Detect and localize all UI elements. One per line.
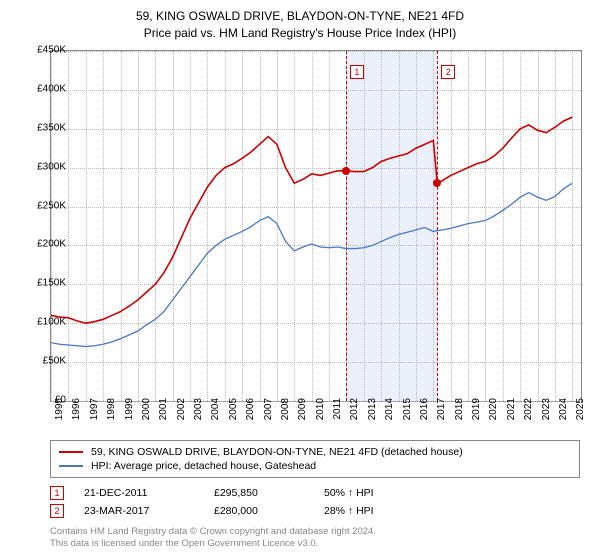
xtick-label: 1995 bbox=[54, 398, 65, 438]
event-price: £295,850 bbox=[214, 487, 324, 499]
xtick-label: 2010 bbox=[315, 398, 326, 438]
plot-area: 12 bbox=[50, 50, 582, 402]
xtick-label: 1999 bbox=[124, 398, 135, 438]
line-layer bbox=[51, 51, 581, 401]
legend-row: 59, KING OSWALD DRIVE, BLAYDON-ON-TYNE, … bbox=[59, 445, 571, 459]
event-date: 21-DEC-2011 bbox=[84, 487, 214, 499]
event-price: £280,000 bbox=[214, 505, 324, 517]
xtick-label: 1998 bbox=[106, 398, 117, 438]
ytick-label: £150K bbox=[18, 278, 66, 289]
chart-title: 59, KING OSWALD DRIVE, BLAYDON-ON-TYNE, … bbox=[0, 0, 600, 42]
event-marker-box: 2 bbox=[441, 65, 455, 79]
legend: 59, KING OSWALD DRIVE, BLAYDON-ON-TYNE, … bbox=[50, 440, 580, 478]
xtick-label: 2021 bbox=[506, 398, 517, 438]
ytick-label: £200K bbox=[18, 239, 66, 250]
xtick-label: 2008 bbox=[280, 398, 291, 438]
legend-label-property: 59, KING OSWALD DRIVE, BLAYDON-ON-TYNE, … bbox=[91, 446, 463, 458]
ytick-label: £300K bbox=[18, 161, 66, 172]
xtick-label: 1996 bbox=[71, 398, 82, 438]
footer-line-1: Contains HM Land Registry data © Crown c… bbox=[50, 526, 580, 538]
event-marker-2: 2 bbox=[50, 504, 64, 518]
ytick-label: £250K bbox=[18, 200, 66, 211]
xtick-label: 2005 bbox=[228, 398, 239, 438]
legend-swatch-property bbox=[59, 451, 83, 453]
footer: Contains HM Land Registry data © Crown c… bbox=[50, 526, 580, 551]
xtick-label: 2024 bbox=[558, 398, 569, 438]
xtick-label: 1997 bbox=[89, 398, 100, 438]
xtick-label: 2019 bbox=[471, 398, 482, 438]
ytick-label: £100K bbox=[18, 317, 66, 328]
xtick-label: 2009 bbox=[297, 398, 308, 438]
xtick-label: 2001 bbox=[158, 398, 169, 438]
xtick-label: 2013 bbox=[367, 398, 378, 438]
xtick-label: 2012 bbox=[349, 398, 360, 438]
xtick-label: 2003 bbox=[193, 398, 204, 438]
event-row: 2 23-MAR-2017 £280,000 28% ↑ HPI bbox=[50, 502, 580, 520]
ytick-label: £350K bbox=[18, 122, 66, 133]
xtick-label: 2023 bbox=[541, 398, 552, 438]
xtick-label: 2000 bbox=[141, 398, 152, 438]
title-line-2: Price paid vs. HM Land Registry's House … bbox=[0, 25, 600, 42]
ytick-label: £450K bbox=[18, 45, 66, 56]
event-marker-box: 1 bbox=[350, 65, 364, 79]
event-pct: 28% ↑ HPI bbox=[324, 505, 444, 517]
legend-row: HPI: Average price, detached house, Gate… bbox=[59, 459, 571, 473]
xtick-label: 2014 bbox=[384, 398, 395, 438]
series-hpi bbox=[51, 183, 572, 346]
xtick-label: 2002 bbox=[176, 398, 187, 438]
legend-label-hpi: HPI: Average price, detached house, Gate… bbox=[91, 460, 316, 472]
event-row: 1 21-DEC-2011 £295,850 50% ↑ HPI bbox=[50, 484, 580, 502]
event-dot bbox=[433, 179, 441, 187]
ytick-label: £50K bbox=[18, 356, 66, 367]
event-list: 1 21-DEC-2011 £295,850 50% ↑ HPI 2 23-MA… bbox=[50, 484, 580, 520]
xtick-label: 2018 bbox=[454, 398, 465, 438]
event-pct: 50% ↑ HPI bbox=[324, 487, 444, 499]
event-marker-1: 1 bbox=[50, 486, 64, 500]
xtick-label: 2011 bbox=[332, 398, 343, 438]
legend-swatch-hpi bbox=[59, 465, 83, 467]
xtick-label: 2025 bbox=[575, 398, 586, 438]
event-dot bbox=[342, 167, 350, 175]
series-property bbox=[51, 117, 572, 323]
xtick-label: 2015 bbox=[402, 398, 413, 438]
xtick-label: 2017 bbox=[436, 398, 447, 438]
xtick-label: 2016 bbox=[419, 398, 430, 438]
chart-container: 59, KING OSWALD DRIVE, BLAYDON-ON-TYNE, … bbox=[0, 0, 600, 560]
ytick-label: £400K bbox=[18, 83, 66, 94]
xtick-label: 2004 bbox=[210, 398, 221, 438]
title-line-1: 59, KING OSWALD DRIVE, BLAYDON-ON-TYNE, … bbox=[0, 8, 600, 25]
xtick-label: 2020 bbox=[488, 398, 499, 438]
xtick-label: 2022 bbox=[523, 398, 534, 438]
footer-line-2: This data is licensed under the Open Gov… bbox=[50, 538, 580, 550]
event-date: 23-MAR-2017 bbox=[84, 505, 214, 517]
xtick-label: 2006 bbox=[245, 398, 256, 438]
xtick-label: 2007 bbox=[263, 398, 274, 438]
